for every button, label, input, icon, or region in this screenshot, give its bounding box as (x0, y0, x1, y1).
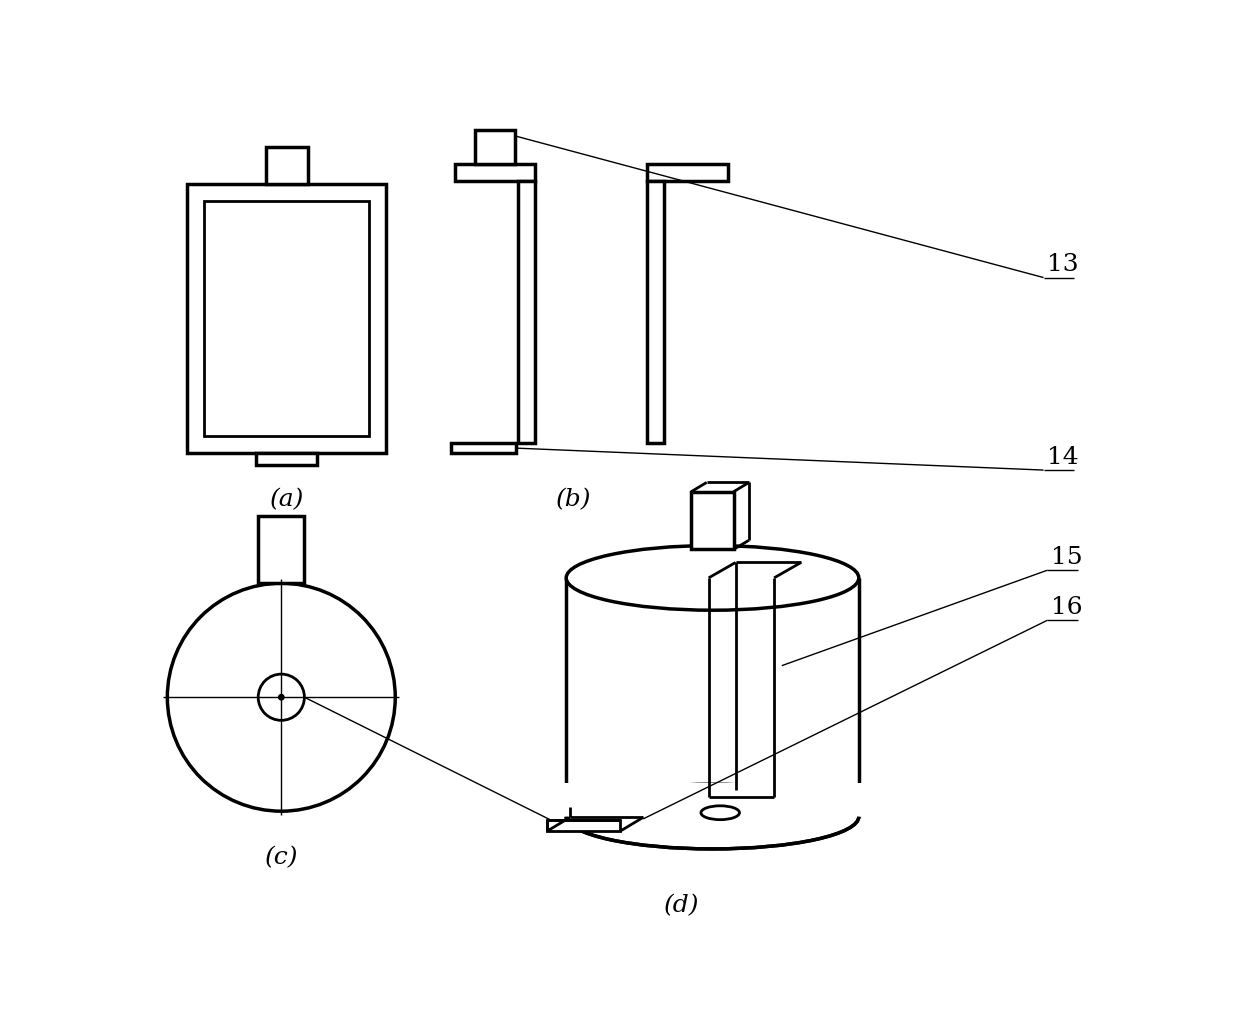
Text: 15: 15 (1052, 546, 1083, 569)
Bar (647, 181, 663, 443)
Text: (a): (a) (269, 488, 304, 512)
Circle shape (167, 584, 396, 812)
Bar (258, 516, 304, 584)
Ellipse shape (567, 545, 859, 610)
Text: 16: 16 (1052, 596, 1083, 618)
Ellipse shape (701, 805, 739, 820)
Text: (b): (b) (557, 488, 591, 512)
Ellipse shape (567, 784, 859, 849)
Bar (647, 165, 728, 181)
Circle shape (279, 695, 284, 700)
Bar (450, 443, 516, 454)
Text: (c): (c) (264, 846, 298, 869)
Text: (d): (d) (663, 894, 699, 917)
Bar (547, 821, 620, 831)
Text: 13: 13 (1048, 253, 1079, 276)
Bar (692, 491, 734, 549)
Bar (205, 200, 370, 436)
Circle shape (258, 674, 304, 720)
Bar (455, 165, 536, 181)
Bar (187, 184, 386, 454)
Text: 14: 14 (1048, 445, 1079, 469)
Bar (475, 130, 515, 165)
Bar (518, 181, 536, 443)
Bar (265, 146, 308, 184)
Bar (255, 454, 317, 466)
Bar (563, 783, 863, 817)
